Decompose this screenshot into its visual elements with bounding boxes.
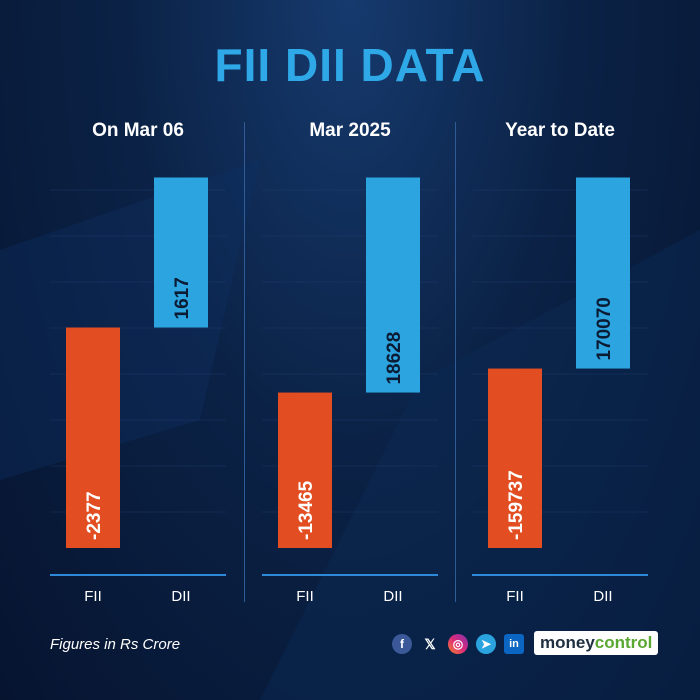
panel-title: Mar 2025 — [309, 120, 391, 141]
chart-panel-mar06: On Mar 06 -2377 1617 FII DII — [50, 110, 226, 610]
bar-chart: -13465 18628 FII DII — [262, 177, 438, 605]
category-label: DII — [593, 588, 612, 605]
linkedin-icon[interactable]: in — [504, 634, 524, 654]
data-label-dii: 18628 — [384, 332, 405, 385]
category-label: DII — [383, 588, 402, 605]
moneycontrol-logo: money control — [534, 631, 659, 655]
x-icon[interactable]: 𝕏 — [424, 635, 436, 652]
logo-text-part2: control — [594, 633, 653, 652]
bar-dii — [576, 177, 630, 369]
data-label-fii: -13465 — [296, 480, 317, 540]
bar-chart: -159737 170070 FII DII — [472, 177, 648, 605]
data-label-dii: 1617 — [172, 277, 193, 319]
bar-fii — [278, 392, 332, 548]
bar-fii — [66, 327, 120, 548]
logo-text-part1: money — [540, 633, 595, 652]
data-label-fii: -2377 — [84, 491, 105, 540]
social-icons: f 𝕏 ◎ ➤ in — [392, 634, 524, 654]
data-label-fii: -159737 — [506, 470, 527, 540]
panel-title: On Mar 06 — [92, 120, 184, 141]
category-label: FII — [84, 588, 102, 605]
panel-divider — [244, 122, 245, 602]
instagram-icon[interactable]: ◎ — [448, 634, 468, 654]
data-label-dii: 170070 — [594, 297, 615, 360]
bar-fii — [488, 368, 542, 548]
bar-dii — [154, 177, 208, 328]
chart-panel-ytd: Year to Date -159737 170070 FII DII — [472, 110, 648, 610]
bar-dii — [366, 177, 420, 393]
panel-title: Year to Date — [505, 120, 615, 141]
page-title: FII DII DATA — [214, 39, 486, 91]
category-label: FII — [506, 588, 524, 605]
bar-chart: -2377 1617 FII DII — [50, 177, 226, 605]
panel-divider — [455, 122, 456, 602]
facebook-icon[interactable]: f — [392, 634, 412, 654]
category-label: FII — [296, 588, 314, 605]
chart-panel-mar2025: Mar 2025 -13465 18628 FII DII — [262, 110, 438, 610]
units-footnote: Figures in Rs Crore — [50, 636, 181, 653]
category-label: DII — [171, 588, 190, 605]
telegram-icon[interactable]: ➤ — [476, 634, 496, 654]
